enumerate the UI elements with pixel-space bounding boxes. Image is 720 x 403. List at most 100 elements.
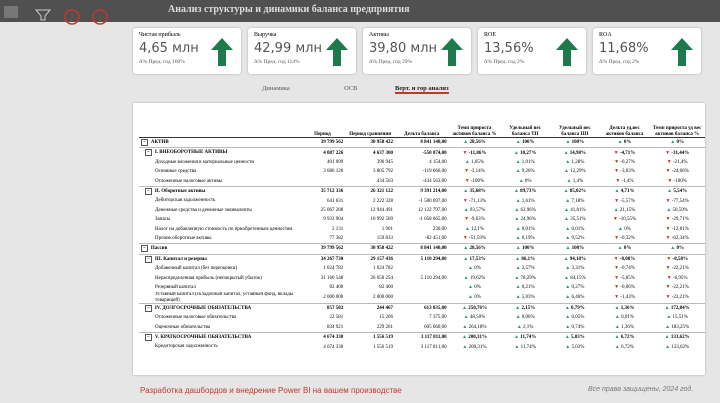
table-row: Отложенные налоговые обязательства 22 581… bbox=[139, 313, 705, 322]
collapse-icon[interactable]: − bbox=[145, 304, 152, 312]
up-arrow bbox=[556, 38, 578, 66]
row-label: V. КРАТКОСРОЧНЫЕ ОБЯЗАТЕЛЬСТВА bbox=[154, 334, 252, 340]
table-cell: 2 222 328 bbox=[345, 196, 395, 205]
table-cell: ▲ 133,62% bbox=[649, 331, 705, 343]
collapse-icon[interactable]: − bbox=[141, 245, 148, 253]
row-label: Отложенные налоговые обязательства bbox=[155, 315, 237, 321]
cell-value: 30 958 422 bbox=[370, 246, 393, 252]
table-cell: ▲ 28,56% bbox=[448, 136, 501, 148]
up-arrow bbox=[441, 38, 463, 66]
cell-value: 0,05% bbox=[571, 315, 585, 321]
cell-value: 3 686 126 bbox=[323, 169, 344, 175]
table-cell: ▲ 7,18% bbox=[550, 196, 600, 205]
table-cell: ▼ -4,71% bbox=[599, 147, 650, 158]
table-cell: ▼ -51,59% bbox=[449, 234, 501, 244]
cell-value: 0% bbox=[676, 140, 685, 146]
cell-value: 35,68% bbox=[469, 189, 486, 195]
table-cell: 401 099 bbox=[300, 158, 346, 167]
table-cell: ▼ -9,63% bbox=[449, 215, 501, 224]
cell-value: 35 712 336 bbox=[320, 189, 344, 195]
help-glyph: ? bbox=[70, 13, 75, 24]
help-icon[interactable] bbox=[64, 9, 80, 25]
collapse-icon[interactable]: − bbox=[145, 188, 152, 196]
row-label-cell: − III. Капитал и резервы bbox=[139, 253, 300, 265]
trend-icon: ▲ bbox=[565, 246, 572, 252]
table-cell: ▲ 11,74% bbox=[500, 342, 550, 351]
trend-icon: ▲ bbox=[664, 305, 671, 311]
table-cell: 1 024 782 bbox=[345, 264, 395, 273]
cell-value: 3 805 792 bbox=[372, 169, 393, 175]
column-header: Период сравнения bbox=[345, 111, 395, 138]
table-cell: ▲ 78,29% bbox=[500, 273, 550, 282]
kpi-card: ROE 13,56% Δ% Пред. год 2% bbox=[478, 28, 586, 74]
trend-icon: ▲ bbox=[617, 246, 624, 252]
trend-icon: ▲ bbox=[515, 198, 522, 204]
row-label-cell: Резервный капитал bbox=[139, 283, 300, 292]
cell-value: 94,18% bbox=[569, 256, 587, 262]
table-cell: ▲ 41,81% bbox=[550, 206, 600, 215]
icon[interactable] bbox=[4, 6, 18, 18]
table-cell: ▲ 1,36% bbox=[600, 323, 650, 333]
cell-value: 48,50% bbox=[469, 315, 486, 321]
table-cell: 2 131 bbox=[300, 225, 346, 234]
cell-value: 5 110 294,00 bbox=[420, 256, 447, 262]
sidebar-icons: ? ! bbox=[4, 6, 108, 25]
kpi-note: Δ% Пред. год 2% bbox=[484, 59, 525, 65]
table-cell: ▲ 0,05% bbox=[550, 313, 600, 322]
collapse-icon[interactable]: − bbox=[145, 333, 152, 341]
trend-icon: ▲ bbox=[666, 207, 673, 213]
trend-icon: ▼ bbox=[613, 256, 620, 262]
table-cell bbox=[395, 283, 449, 292]
kpi-card: Выручка 42,99 млн Δ% Пред. год 114% bbox=[248, 28, 356, 74]
table-cell: ▲ 0% bbox=[500, 177, 550, 187]
cell-value: 78,29% bbox=[520, 275, 536, 281]
table-cell: ▲ 0,52% bbox=[550, 234, 600, 244]
tab[interactable]: Динамика bbox=[262, 85, 290, 92]
trend-icon: ▲ bbox=[462, 344, 469, 350]
cell-value: 250,76% bbox=[468, 305, 487, 311]
cell-value: 200,31% bbox=[468, 335, 487, 341]
table-row: Уставный капитал (складочный капитал, ус… bbox=[139, 292, 705, 303]
kpi-title: Активы bbox=[369, 32, 389, 38]
tab[interactable]: Верт. и гор анализ bbox=[395, 85, 449, 94]
trend-icon: ▲ bbox=[515, 256, 522, 262]
cell-value: -1 580 697,00 bbox=[418, 198, 447, 204]
cell-value: -3,03% bbox=[620, 169, 635, 175]
cell-value: 35,51% bbox=[570, 217, 586, 223]
cell-value: 30 958 422 bbox=[370, 140, 393, 146]
table-cell: 613 035,00 bbox=[394, 302, 449, 314]
cell-value: 1 901 bbox=[381, 226, 393, 232]
table-cell: 605 660,00 bbox=[395, 323, 449, 333]
footer-left[interactable]: Разработка дашбордов и внедрение Power B… bbox=[140, 386, 402, 395]
table-row: Запасы 9 933 904 10 992 569 -1 058 665,00 ▼ … bbox=[139, 215, 705, 224]
cell-value: 3 117 811,00 bbox=[420, 344, 447, 350]
cell-value: 834 921 bbox=[327, 324, 344, 330]
table-cell: 4 087 226 bbox=[299, 147, 346, 158]
info-icon[interactable] bbox=[92, 9, 108, 25]
cell-value: 0,01% bbox=[621, 315, 635, 321]
cell-value: 230,00 bbox=[432, 226, 447, 232]
cell-value: 605 660,00 bbox=[424, 324, 447, 330]
trend-icon: ▲ bbox=[564, 305, 572, 311]
collapse-icon[interactable]: − bbox=[141, 139, 148, 147]
cell-value: -0,74% bbox=[620, 266, 635, 272]
collapse-icon[interactable]: − bbox=[145, 149, 152, 157]
trend-icon: ▲ bbox=[565, 295, 572, 300]
cell-value: 14,98% bbox=[569, 150, 587, 156]
table-cell: -119 666,00 bbox=[395, 167, 449, 176]
trend-icon: ▲ bbox=[613, 207, 620, 213]
kpi-value: 39,80 млн bbox=[369, 41, 437, 56]
row-label-cell: − V. КРАТКОСРОЧНЫЕ ОБЯЗАТЕЛЬСТВА bbox=[139, 331, 300, 343]
trend-icon: ▼ bbox=[665, 295, 672, 300]
filter-icon[interactable] bbox=[34, 9, 52, 21]
trend-icon: ▼ bbox=[612, 217, 620, 223]
trend-icon: ▲ bbox=[515, 305, 522, 311]
table-cell: 857 502 bbox=[299, 302, 346, 314]
tab[interactable]: ОСВ bbox=[344, 85, 358, 92]
row-label-cell: − II. Оборотные активы bbox=[139, 185, 300, 197]
table-cell: ▼ -24,66% bbox=[649, 167, 705, 176]
collapse-icon[interactable]: − bbox=[145, 255, 152, 263]
cell-value: 2,1% bbox=[523, 324, 534, 330]
table-cell: ▲ 11,74% bbox=[500, 331, 550, 343]
